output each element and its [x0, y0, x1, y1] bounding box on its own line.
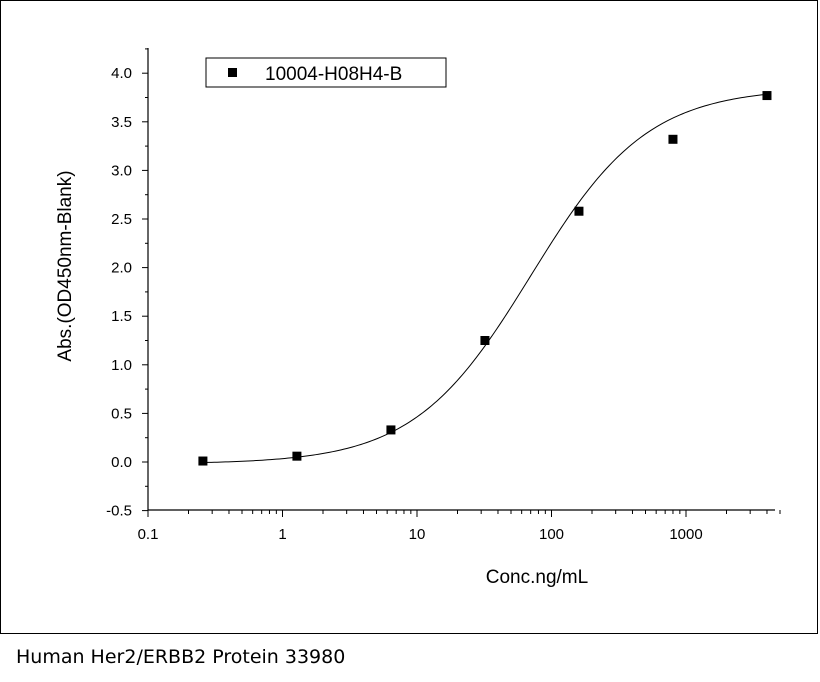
fit-curve [202, 93, 768, 464]
data-point [292, 451, 302, 461]
y-tick-label: 1.5 [111, 308, 132, 325]
data-point [668, 134, 678, 144]
y-tick-label: 0.5 [111, 405, 132, 422]
x-tick-label: 1 [278, 526, 286, 543]
x-tick-label: 1000 [669, 526, 702, 543]
data-point [386, 425, 396, 435]
legend: 10004-H08H4-B [205, 57, 447, 88]
y-tick-label: 2.0 [111, 260, 132, 277]
data-points [198, 91, 772, 466]
y-tick-label: 1.0 [111, 357, 132, 374]
y-tick-label: 4.0 [111, 65, 132, 82]
x-axis-title: Conc.ng/mL [486, 567, 588, 588]
y-tick-label: -0.5 [106, 503, 132, 520]
data-point [574, 206, 584, 216]
y-tick-label: 0.0 [111, 454, 132, 471]
x-tick-label: 0.1 [138, 526, 159, 543]
chart: -0.5 0.0 0.5 1.0 1.5 2.0 2.5 3.0 3.5 4.0 0.1 1 10 10… [55, 48, 781, 588]
x-axis-ticks: 0.1 1 10 100 1000 [138, 510, 781, 543]
data-point [480, 336, 490, 345]
y-tick-label: 3.0 [111, 162, 132, 179]
y-axis-title: Abs.(OD450nm-Blank) [55, 170, 76, 361]
data-point [198, 456, 208, 466]
x-tick-label: 100 [539, 526, 564, 543]
figure-caption: Human Her2/ERBB2 Protein 33980 [16, 646, 346, 668]
legend-box [205, 57, 447, 88]
y-tick-label: 2.5 [111, 211, 132, 228]
legend-label: 10004-H08H4-B [265, 64, 402, 85]
y-axis-ticks: -0.5 0.0 0.5 1.0 1.5 2.0 2.5 3.0 3.5 4.0 [106, 48, 148, 520]
legend-marker [228, 68, 237, 77]
x-tick-label: 10 [409, 526, 426, 543]
chart-frame: -0.5 0.0 0.5 1.0 1.5 2.0 2.5 3.0 3.5 4.0 0.1 1 10 10… [0, 0, 818, 634]
data-point [762, 91, 772, 101]
y-tick-label: 3.5 [111, 114, 132, 131]
